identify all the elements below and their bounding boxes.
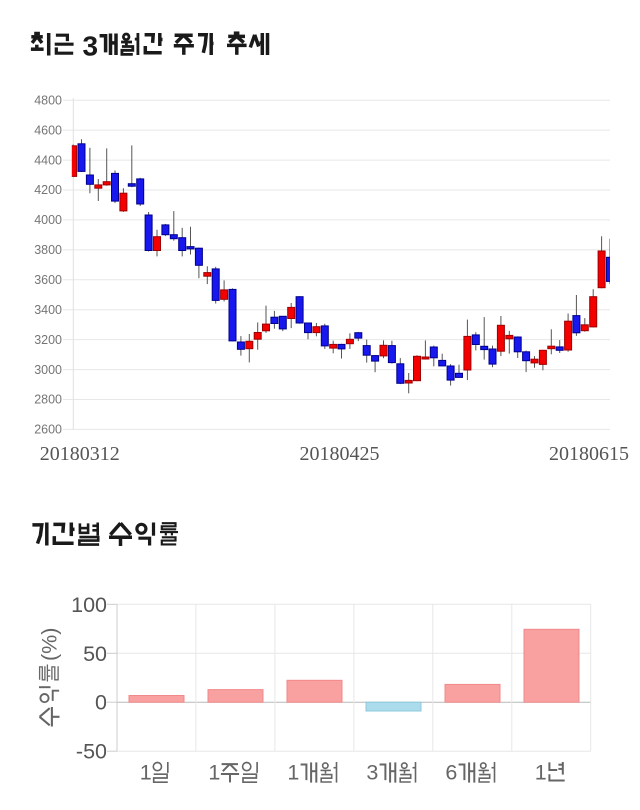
svg-text:20180312: 20180312 (40, 443, 120, 465)
svg-text:0: 0 (95, 691, 107, 715)
svg-text:3400: 3400 (34, 303, 62, 317)
svg-text:1: 1 (535, 761, 547, 785)
svg-text:1: 1 (140, 761, 152, 785)
svg-text:-50: -50 (76, 740, 107, 764)
svg-text:2800: 2800 (34, 393, 62, 407)
svg-text:3: 3 (366, 761, 378, 785)
svg-text:20180425: 20180425 (300, 443, 380, 465)
svg-text:4200: 4200 (34, 183, 62, 197)
svg-text:(%): (%) (38, 628, 62, 661)
svg-text:4600: 4600 (34, 123, 62, 137)
svg-text:3000: 3000 (34, 363, 62, 377)
svg-text:4800: 4800 (34, 93, 62, 107)
svg-text:20180615: 20180615 (549, 443, 629, 465)
svg-text:100: 100 (71, 593, 107, 617)
svg-text:50: 50 (83, 642, 107, 666)
svg-text:1: 1 (208, 761, 220, 785)
svg-text:3800: 3800 (34, 243, 62, 257)
svg-text:2600: 2600 (34, 423, 62, 437)
svg-text:3: 3 (83, 31, 99, 62)
svg-text:4400: 4400 (34, 153, 62, 167)
svg-text:1: 1 (287, 761, 299, 785)
svg-text:3200: 3200 (34, 333, 62, 347)
svg-text:6: 6 (445, 761, 457, 785)
svg-text:4000: 4000 (34, 213, 62, 227)
svg-text:3600: 3600 (34, 273, 62, 287)
